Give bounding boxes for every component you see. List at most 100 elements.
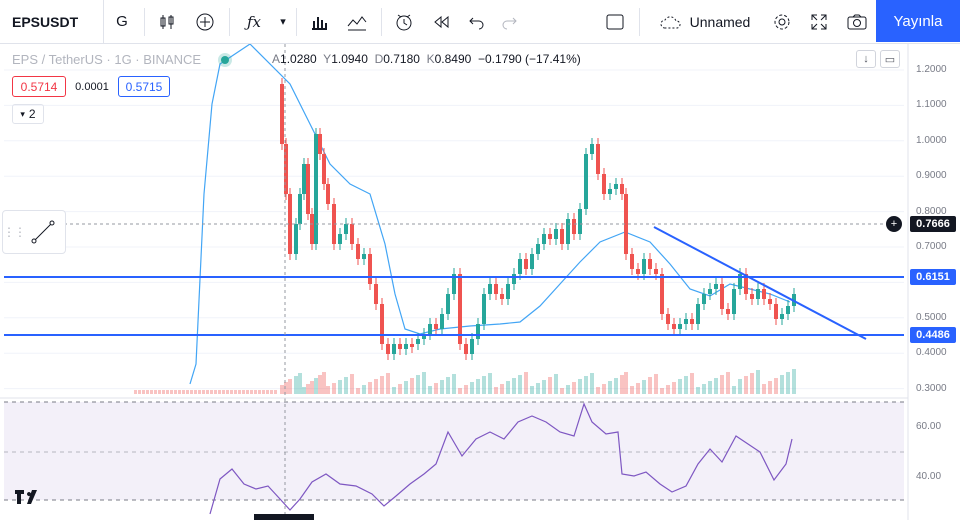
candle: [614, 184, 618, 189]
volume-bar: [250, 390, 253, 394]
sell-button[interactable]: 0.5714: [12, 76, 66, 97]
candle: [524, 259, 528, 269]
drawing-toolbar-widget[interactable]: ⋮⋮: [2, 210, 66, 254]
candle: [344, 224, 348, 234]
chevron-down-icon[interactable]: ▾: [280, 16, 286, 28]
price-tick: 1.0000: [916, 134, 947, 146]
volume-bar: [274, 390, 277, 394]
layout-name: Unnamed: [689, 13, 751, 30]
symbol-search[interactable]: EPSUSDT: [0, 0, 104, 44]
close-value: 0.8490: [434, 52, 472, 66]
candles-icon[interactable]: [149, 0, 185, 44]
candle: [410, 344, 414, 347]
undo-icon[interactable]: [460, 0, 494, 44]
volume-bar: [482, 376, 486, 394]
interval-button[interactable]: G: [104, 0, 140, 44]
camera-icon[interactable]: [838, 0, 876, 44]
rsi-band: [4, 402, 904, 500]
arrow-down-icon[interactable]: ↓: [856, 50, 876, 68]
trend-line[interactable]: [653, 226, 867, 340]
candle: [452, 274, 456, 294]
candle: [648, 259, 652, 269]
volume-bar: [206, 390, 209, 394]
volume-bar: [154, 390, 157, 394]
top-toolbar: EPSUSDT G ƒx ▾ Unnamed: [0, 0, 960, 44]
current-price-label: 0.7666: [910, 216, 956, 232]
volume-bar: [590, 373, 594, 394]
volume-bar: [318, 375, 322, 394]
volume-bar: [750, 373, 754, 394]
candle: [386, 344, 390, 354]
indicators-fx-icon[interactable]: ƒx: [246, 12, 261, 31]
candle: [284, 144, 288, 194]
save-layout-button[interactable]: Unnamed: [644, 0, 764, 44]
line-tool-icon[interactable]: [23, 218, 63, 246]
candle: [416, 339, 420, 344]
volume-bar: [726, 372, 730, 394]
replay-icon[interactable]: [422, 0, 460, 44]
candle: [720, 284, 724, 309]
separator: [381, 7, 382, 36]
candle: [596, 144, 600, 174]
candle: [500, 294, 504, 299]
candle: [590, 144, 594, 154]
volume-bar: [284, 382, 288, 394]
drag-handle-icon[interactable]: ⋮⋮: [3, 225, 26, 239]
price-chart[interactable]: [0, 44, 960, 520]
volume-bar: [660, 388, 664, 394]
volume-bar: [234, 390, 237, 394]
candle: [684, 319, 688, 324]
candle: [404, 344, 408, 349]
symbol-label: EPSUSDT: [12, 13, 79, 30]
bar-chart-icon[interactable]: [301, 0, 337, 44]
layout-square-icon[interactable]: [595, 0, 635, 44]
add-plus-icon[interactable]: +: [886, 216, 902, 232]
volume-bar: [266, 390, 269, 394]
volume-bar: [636, 383, 640, 394]
candles: [280, 78, 796, 360]
alert-clock-icon[interactable]: [386, 0, 422, 44]
volume-bar: [258, 390, 261, 394]
volume-bar: [720, 375, 724, 394]
volume-bar: [518, 375, 522, 394]
volume-bar: [374, 379, 378, 394]
price-tick: 0.7000: [916, 241, 947, 252]
candle: [690, 319, 694, 324]
line-lower-price-label: 0.4486: [910, 327, 956, 343]
candle: [298, 194, 302, 224]
candle: [762, 289, 766, 299]
candle: [322, 154, 326, 184]
price-tick: 0.8000: [916, 205, 947, 217]
volume-bar: [338, 380, 342, 394]
tradingview-logo[interactable]: [10, 484, 44, 510]
compare-icon[interactable]: [337, 0, 377, 44]
volume-bar: [182, 390, 185, 394]
maximize-pane-icon[interactable]: ▭: [880, 50, 900, 68]
volume-bar: [368, 382, 372, 394]
volume-bar: [578, 379, 582, 394]
candle: [280, 84, 284, 144]
publish-button[interactable]: Yayınla: [876, 0, 960, 42]
volume-bar: [596, 387, 600, 394]
volume-bar: [254, 390, 257, 394]
price-tick: 0.9000: [916, 170, 947, 182]
volume-bar: [458, 388, 462, 394]
buy-button[interactable]: 0.5715: [118, 76, 170, 97]
volume-bar: [434, 383, 438, 394]
fullscreen-icon[interactable]: [800, 0, 838, 44]
volume-bar: [654, 374, 658, 394]
volume-bar: [500, 384, 504, 394]
settings-gear-icon[interactable]: [764, 0, 800, 44]
candle: [578, 209, 582, 234]
grid: [4, 69, 904, 390]
candle: [744, 274, 748, 294]
add-indicator-icon[interactable]: [185, 0, 225, 44]
redo-icon[interactable]: [494, 0, 524, 44]
indicators-toggle-button[interactable]: ▾ 2: [12, 104, 44, 124]
candle: [642, 259, 646, 274]
candle: [602, 174, 606, 194]
volume-bar: [322, 372, 326, 394]
candle: [780, 314, 784, 319]
candle: [726, 309, 730, 314]
candle: [608, 189, 612, 194]
